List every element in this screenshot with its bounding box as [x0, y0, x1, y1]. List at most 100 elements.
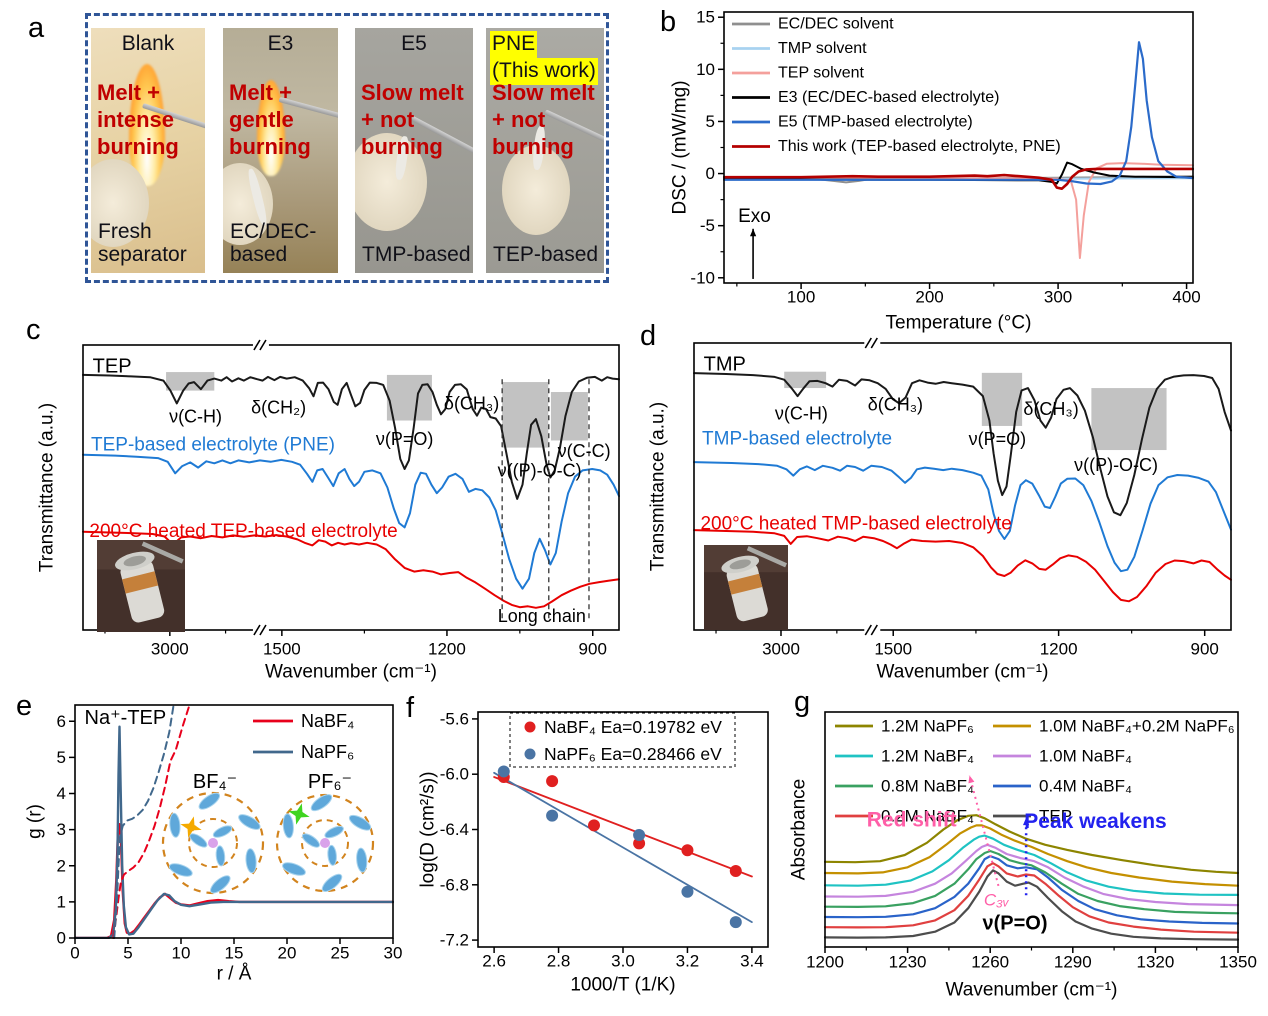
- anion-label: BF₄⁻: [193, 771, 237, 793]
- highlight-band: [784, 371, 827, 389]
- annotation: ν(P=O): [969, 429, 1027, 449]
- y-tick-label: -6.4: [440, 820, 469, 839]
- x-tick-label: 1200: [428, 640, 466, 659]
- tep-molecule-icon: [215, 845, 226, 867]
- anion-star-icon: [288, 803, 310, 825]
- annotation: Red shift: [867, 809, 957, 832]
- y-tick-label: -10: [690, 268, 715, 287]
- tep-molecule-icon: [348, 814, 372, 831]
- x-axis-label: Wavenumber (cm⁻¹): [877, 662, 1049, 683]
- y-tick-label: -5.6: [440, 709, 469, 728]
- data-point-NaBF₄ data: [633, 837, 646, 850]
- annotation: C₃ᵥ: [984, 891, 1010, 910]
- y-tick-label: 5: [57, 748, 66, 767]
- annotation: Na⁺-TEP: [85, 707, 167, 729]
- tep-molecule-icon: [169, 812, 181, 838]
- annotation: ν(C-H): [775, 403, 828, 423]
- annotation: 200°C heated TMP-based electrolyte: [700, 513, 1011, 534]
- panel-label-f: f: [406, 692, 415, 724]
- x-tick-label: 300: [1044, 288, 1072, 307]
- y-tick-label: -6.8: [440, 875, 469, 894]
- y-axis-label: DSC / (mW/mg): [670, 80, 691, 214]
- annotation: ν(P=O): [982, 913, 1047, 935]
- y-tick-label: -6.0: [440, 765, 469, 784]
- tep-molecule-icon: [168, 863, 193, 877]
- legend-label: NaBF₄: [301, 711, 354, 731]
- y-axis-label: Absorbance: [789, 779, 810, 880]
- burn-result-text: Slow melt + not burning: [361, 80, 464, 159]
- series-NaPF₆ fit: [493, 771, 753, 924]
- panel-label-d: d: [640, 320, 657, 352]
- sample-label: Blank: [121, 32, 175, 55]
- x-tick-label: 900: [1190, 640, 1218, 659]
- highlight-band: [386, 374, 432, 421]
- highlighted-label-line: (This work): [490, 57, 598, 85]
- data-point-NaBF₄ data: [546, 775, 559, 788]
- legend-label: 1.0M NaBF₄+0.2M NaPF₆: [1039, 717, 1235, 736]
- series-0.4M NaBF₄: [824, 855, 1239, 925]
- legend-label: 0.2M NaBF₄: [881, 807, 974, 826]
- series-NaPF₆ coordination number: [113, 704, 175, 939]
- legend-label: 1.2M NaPF₆: [881, 717, 974, 736]
- highlight-band: [1091, 388, 1167, 451]
- flame-test-photo-0: Blank Melt + intense burning Fresh separat…: [91, 28, 205, 273]
- flame-test-photo-2: E5 Slow melt + not burning TMP-based: [355, 28, 473, 273]
- data-point-NaBF₄ data: [729, 864, 742, 877]
- sample-label: E3: [267, 32, 294, 55]
- annotation: ν((P)-O-C): [1074, 455, 1158, 475]
- series-NaBF₄ fit: [493, 776, 753, 878]
- chart-g: 1200 1230 1260 1290 1320 1350 Wavenumber (cm⁻¹…: [789, 711, 1257, 1001]
- panel-label-e: e: [16, 690, 33, 722]
- x-tick-label: 1230: [889, 953, 927, 972]
- arrow-head: [750, 228, 757, 237]
- panel-label-a: a: [28, 12, 45, 44]
- data-point-NaPF₆ data: [681, 885, 694, 898]
- legend: 1.2M NaPF₆ 1.0M NaBF₄+0.2M NaPF₆ 1.2M NaBF…: [835, 717, 1235, 826]
- sodium-ion-icon: [320, 838, 330, 848]
- annotation: TEP-based electrolyte (PNE): [91, 434, 335, 455]
- burn-result-text: Melt + gentle burning: [229, 80, 311, 159]
- x-tick-label: 1320: [1136, 953, 1174, 972]
- sample-label: PNE (This work): [490, 31, 598, 85]
- legend-label: 0.4M NaBF₄: [1039, 777, 1132, 796]
- series-TMP-based electrolyte: [693, 461, 1232, 573]
- legend-label: TEP: [1039, 807, 1072, 826]
- glove: [91, 159, 149, 247]
- solvation-shell-diagram: BF₄⁻: [161, 771, 265, 895]
- y-tick-label: 10: [696, 60, 715, 79]
- x-axis-label: Wavenumber (cm⁻¹): [946, 980, 1118, 1001]
- annotation: δ(CH₃): [1023, 399, 1078, 419]
- tep-molecule-icon: [327, 844, 337, 866]
- tep-molecule-icon: [324, 825, 344, 839]
- tep-molecule-icon: [310, 794, 333, 812]
- annotation: δ(CH₃): [868, 395, 923, 415]
- y-axis-label: Transmittance (a.u.): [648, 402, 669, 571]
- y-tick-label: 15: [696, 8, 715, 27]
- x-tick-label: 20: [278, 944, 297, 963]
- flame-test-photo-3: PNE (This work) Slow melt + not burning TEP…: [486, 28, 604, 273]
- highlighted-label-line: PNE: [490, 31, 538, 58]
- y-axis-label: g (r): [25, 804, 46, 839]
- y-tick-label: -5: [700, 216, 715, 235]
- x-tick-label: 5: [123, 944, 132, 963]
- x-axis-label: 1000/T (1/K): [570, 975, 675, 996]
- legend-label: 1.0M NaBF₄: [1039, 747, 1132, 766]
- burn-result-text: Melt + intense burning: [97, 80, 179, 159]
- data-point-NaPF₆ data: [729, 916, 742, 929]
- y-tick-label: 5: [706, 112, 715, 131]
- flame-icon: [257, 80, 285, 176]
- y-tick-label: 2: [57, 856, 66, 875]
- x-tick-label: 3.0: [611, 952, 635, 971]
- flame-icon: [129, 64, 165, 186]
- x-axis-label: r / Å: [217, 964, 252, 985]
- x-tick-label: 1500: [874, 640, 912, 659]
- x-tick-label: 1500: [263, 640, 301, 659]
- vial-photo-inset: [704, 545, 788, 630]
- legend-label: NaPF₆ Ea=0.28466 eV: [544, 744, 722, 764]
- y-tick-label: 0: [706, 164, 715, 183]
- legend-label: EC/DEC solvent: [778, 16, 894, 33]
- x-tick-label: 1200: [1040, 640, 1078, 659]
- x-tick-label: 100: [787, 288, 815, 307]
- y-tick-label: 3: [57, 820, 66, 839]
